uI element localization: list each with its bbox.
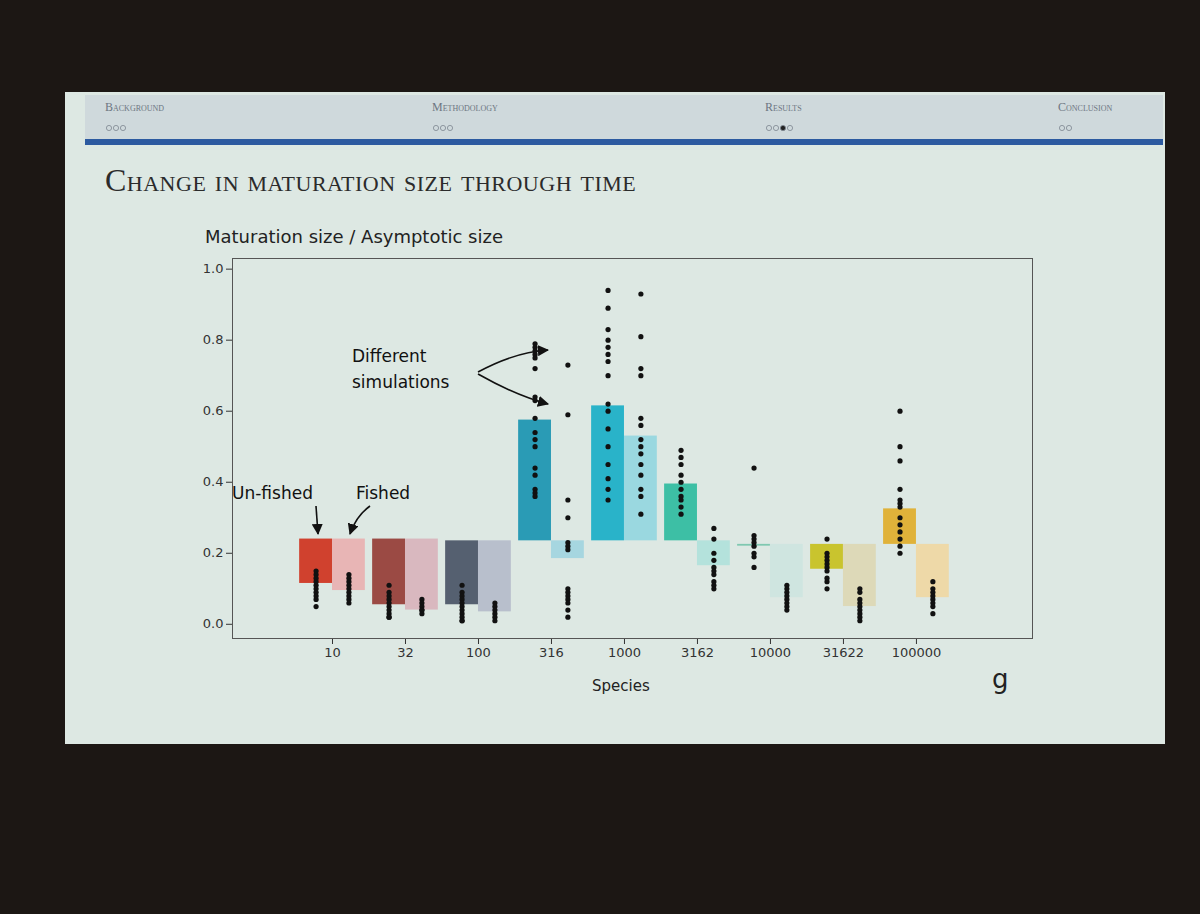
svg-text:1000: 1000 [608, 645, 641, 660]
svg-text:1.0: 1.0 [203, 261, 224, 276]
svg-text:100: 100 [466, 645, 491, 660]
svg-text:316: 316 [539, 645, 564, 660]
svg-text:10: 10 [324, 645, 341, 660]
svg-text:31622: 31622 [823, 645, 864, 660]
svg-text:simulations: simulations [352, 372, 450, 392]
html-text:Change in maturation size thro: Change in maturation size through time [105, 162, 637, 198]
html-text:Results: Results [765, 100, 802, 114]
svg-text:32: 32 [397, 645, 414, 660]
svg-text:Fished: Fished [356, 483, 410, 503]
svg-text:100000: 100000 [892, 645, 942, 660]
html-text:g: g [992, 664, 1009, 694]
svg-text:Different: Different [352, 346, 427, 366]
svg-text:Un-fished: Un-fished [232, 483, 313, 503]
html-text:Maturation size / Asymptotic s: Maturation size / Asymptotic size [205, 226, 503, 247]
svg-text:0.6: 0.6 [203, 403, 224, 418]
svg-text:0.4: 0.4 [203, 474, 224, 489]
html-text:Methodology: Methodology [432, 100, 498, 114]
html-text:Background: Background [105, 100, 165, 114]
svg-text:10000: 10000 [750, 645, 791, 660]
svg-text:3162: 3162 [681, 645, 714, 660]
svg-text:0.0: 0.0 [203, 616, 224, 631]
html-text:Conclusion: Conclusion [1058, 100, 1113, 114]
svg-text:0.8: 0.8 [203, 332, 224, 347]
svg-text:0.2: 0.2 [203, 545, 224, 560]
html-text:Species: Species [592, 677, 650, 695]
